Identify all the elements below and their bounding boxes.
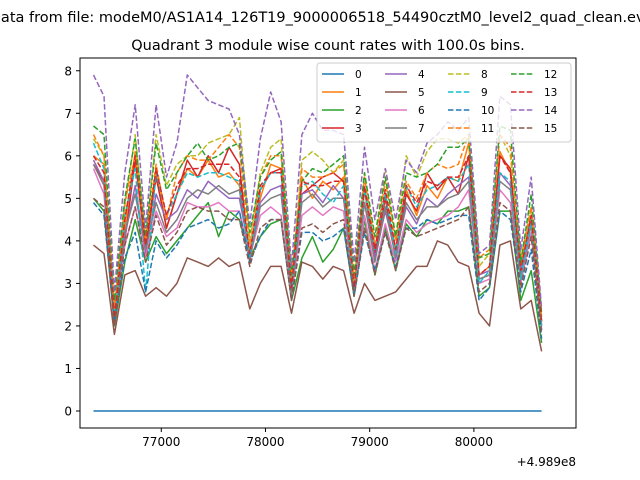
x-tick-label: 78000 <box>246 435 284 449</box>
legend-label-5: 5 <box>418 87 425 99</box>
series-line-15 <box>93 197 543 335</box>
y-tick-label: 6 <box>64 149 72 163</box>
legend-label-11: 11 <box>481 123 494 135</box>
legend-label-3: 3 <box>355 123 362 135</box>
x-offset-label: +4.989e8 <box>517 455 576 469</box>
x-tick-label: 80000 <box>455 435 493 449</box>
legend-label-12: 12 <box>544 69 557 81</box>
x-tick-label: 79000 <box>351 435 389 449</box>
legend-label-15: 15 <box>544 123 557 135</box>
series-line-3 <box>92 146 543 323</box>
legend-label-10: 10 <box>481 105 494 117</box>
series-line-12 <box>93 125 543 314</box>
y-tick-label: 8 <box>64 64 72 78</box>
series-line-2 <box>92 197 543 344</box>
legend-label-9: 9 <box>481 87 488 99</box>
series-line-7 <box>92 163 543 331</box>
legend-label-0: 0 <box>355 69 362 81</box>
y-tick-label: 2 <box>64 319 72 333</box>
y-tick-label: 4 <box>64 234 72 248</box>
legend-label-1: 1 <box>355 87 362 99</box>
legend-label-6: 6 <box>418 105 425 117</box>
legend-label-8: 8 <box>481 69 488 81</box>
axes-layer: 77000 78000 79000 80000 0 1 2 3 4 5 6 7 8 <box>64 64 493 449</box>
series-line-6 <box>92 168 543 331</box>
y-tick-label: 5 <box>64 192 72 206</box>
legend-label-14: 14 <box>544 105 558 117</box>
y-tick-label: 3 <box>64 277 72 291</box>
y-tick-label: 1 <box>64 362 72 376</box>
figure-suptitle: Data from file: modeM0/AS1A14_126T19_900… <box>0 10 640 26</box>
legend-label-4: 4 <box>418 69 425 81</box>
series-line-5 <box>93 240 543 352</box>
series-line-10 <box>92 202 543 339</box>
series-line-8 <box>92 116 543 318</box>
series-line-4 <box>92 159 543 326</box>
series-line-13 <box>92 155 543 322</box>
plot-frame <box>79 57 577 429</box>
x-tick-label: 77000 <box>142 435 180 449</box>
y-tick-label: 0 <box>64 404 72 418</box>
legend-box <box>316 62 572 143</box>
y-tick-label: 7 <box>64 107 72 121</box>
legend-label-13: 13 <box>544 87 557 99</box>
legend-label-2: 2 <box>355 105 362 117</box>
legend-label-7: 7 <box>418 123 425 135</box>
chart-title: Quadrant 3 module wise count rates with … <box>131 38 525 54</box>
